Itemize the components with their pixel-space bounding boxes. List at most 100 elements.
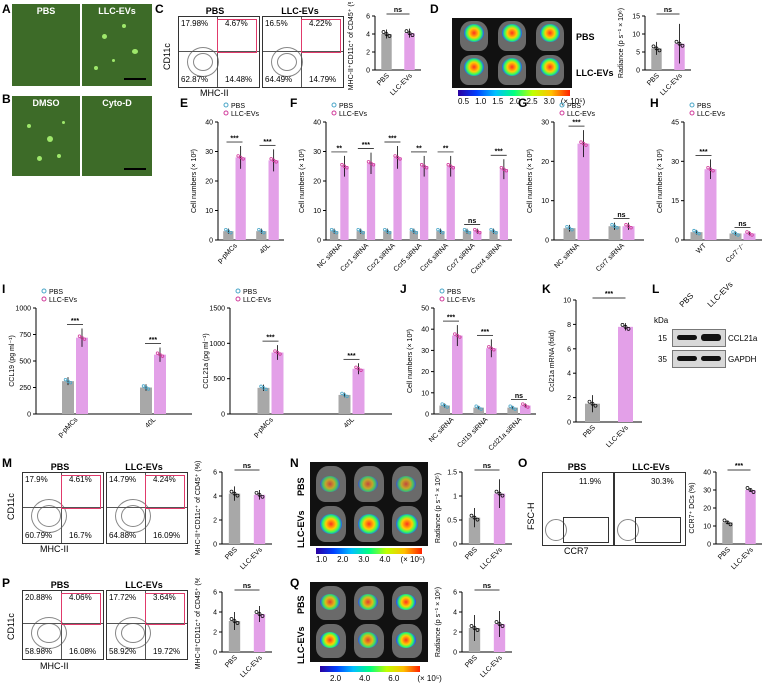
data-point	[155, 351, 160, 355]
quad-ur: 4.24%	[153, 475, 176, 484]
data-point	[254, 610, 259, 614]
legend-label: PBS	[447, 289, 461, 296]
quad-ul: 14.79%	[109, 475, 137, 484]
data-point	[722, 518, 727, 523]
data-point	[259, 229, 264, 233]
quad-lr: 16.09%	[153, 531, 181, 540]
bar	[356, 231, 365, 240]
data-point	[455, 333, 460, 338]
legend-label: PBS	[567, 103, 581, 110]
bar	[257, 387, 270, 414]
scale-tick: 0.5	[458, 97, 470, 106]
x-tick-label: LLC-EVs	[605, 424, 630, 449]
panel-letter-k: K	[542, 282, 551, 296]
bar	[420, 166, 429, 240]
flow-yaxis-label: FSC-H	[526, 502, 536, 531]
bar	[493, 493, 506, 544]
legend-marker	[41, 288, 47, 294]
flow-title-pbs: PBS	[205, 6, 225, 16]
blot-mw: 35	[658, 355, 667, 364]
data-point	[745, 230, 749, 234]
blot-mw: 15	[658, 334, 667, 343]
data-point	[731, 230, 735, 234]
legend-marker	[235, 296, 241, 302]
data-point	[674, 39, 679, 44]
data-point	[570, 227, 574, 232]
data-point	[257, 227, 261, 232]
data-point	[587, 399, 592, 404]
x-tick-label: PBS	[582, 424, 597, 439]
y-tick-label: 0	[221, 412, 225, 419]
x-tick-label: 40L	[144, 416, 157, 429]
data-point	[422, 164, 426, 168]
data-point	[736, 233, 740, 237]
quad-ll: 62.87%	[181, 75, 209, 84]
color-scale-ticks: 1.0 2.0 3.0 4.0 (× 10⁵)	[316, 555, 456, 564]
data-point	[469, 624, 474, 628]
y-tick-label: 2	[366, 50, 370, 57]
data-point	[694, 230, 699, 234]
bar	[338, 394, 351, 414]
color-scale-ticks: 0.5 1.0 1.5 2.0 2.5 3.0 (× 10⁵)	[458, 97, 598, 106]
bar	[520, 405, 531, 414]
data-point	[497, 622, 502, 626]
x-tick-label: LLC-EVs	[479, 546, 504, 571]
data-point	[254, 490, 259, 495]
data-point	[260, 614, 265, 618]
ivis-image-d	[452, 18, 572, 88]
data-point	[626, 224, 631, 228]
y-tick-label: 40	[313, 120, 321, 127]
y-tick-label: 10	[563, 298, 571, 305]
quad-ll: 58.98%	[25, 647, 53, 656]
bar	[651, 48, 662, 70]
legend-label: LLC-EVs	[339, 111, 368, 118]
data-point	[565, 224, 569, 229]
x-tick-label: 40L	[259, 242, 272, 255]
data-point	[502, 167, 506, 171]
panel-letter-d: D	[430, 2, 439, 16]
bar	[745, 490, 756, 544]
y-axis-label: Radiance (p s⁻¹ × 10⁶)	[435, 587, 442, 657]
bar	[499, 169, 509, 240]
ivis-image-q	[310, 582, 428, 662]
data-point	[489, 227, 493, 232]
data-point	[442, 403, 447, 408]
scale-tick: 4.0	[379, 555, 391, 564]
panel-letter-a: A	[2, 2, 11, 16]
x-tick-label: WT	[695, 242, 708, 255]
data-point	[469, 513, 474, 518]
sig-label: ***	[388, 136, 396, 143]
data-point	[66, 379, 70, 383]
y-tick-label: 0	[567, 420, 571, 427]
flow-xaxis-label: CCR7	[564, 546, 589, 556]
bar	[743, 233, 756, 240]
data-point	[467, 230, 472, 235]
x-tick-label: PBS	[464, 654, 479, 669]
bar	[436, 231, 445, 240]
y-tick-label: 10	[632, 32, 640, 39]
y-tick-label: 10	[541, 198, 549, 205]
data-point	[593, 403, 598, 408]
sig-label: **	[443, 145, 449, 152]
x-tick-label: p-pMCs	[57, 416, 80, 439]
data-point	[651, 44, 656, 49]
data-point	[387, 34, 392, 38]
blot-ccl21a	[672, 329, 726, 347]
ivis-image-n	[310, 462, 428, 546]
flow-title-pbs: PBS	[567, 462, 587, 472]
data-point	[491, 229, 496, 233]
y-tick-label: 30	[541, 120, 549, 127]
data-point	[677, 41, 682, 46]
y-tick-label: 30	[313, 149, 321, 156]
data-point	[407, 31, 412, 35]
data-point	[708, 167, 713, 171]
quad-ul: 20.88%	[25, 593, 53, 602]
panel-letter-b: B	[2, 92, 11, 106]
bar	[228, 621, 241, 652]
quad-lr: 14.79%	[309, 75, 337, 84]
data-point	[410, 33, 415, 37]
panel-letter-q: Q	[290, 576, 300, 590]
data-point	[475, 229, 479, 233]
quad-lr: 19.72%	[153, 647, 181, 656]
